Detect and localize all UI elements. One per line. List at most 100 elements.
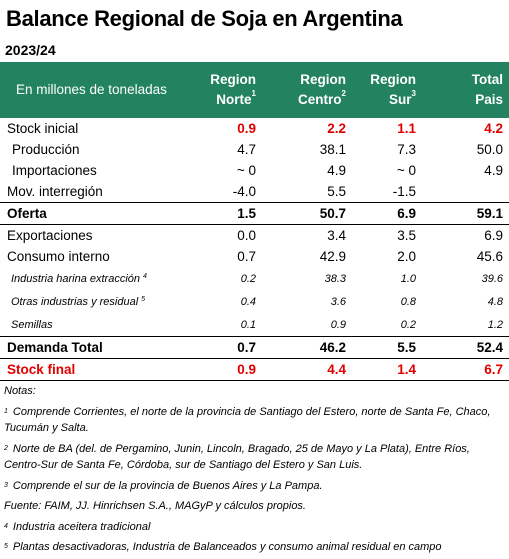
value-cell: 1.5 bbox=[190, 202, 262, 225]
note-number: 2 bbox=[4, 444, 8, 452]
table-row: Importaciones ~ 0 4.9 ~ 0 4.9 bbox=[0, 160, 509, 181]
header-line: Region bbox=[370, 72, 416, 87]
row-label-text: Consumo interno bbox=[7, 249, 110, 264]
value-cell: 6.9 bbox=[484, 228, 503, 243]
row-label: Otras industrias y residual 5 bbox=[0, 290, 190, 313]
row-label: Importaciones bbox=[0, 160, 190, 181]
notes: Notas: 1 Comprende Corrientes, el norte de… bbox=[0, 381, 509, 556]
note-text: Norte de BA (del. de Pergamino, Junin, L… bbox=[4, 442, 470, 472]
value-cell: ~ 0 bbox=[236, 163, 256, 178]
table-row: Stock final 0.9 4.4 1.4 6.7 bbox=[0, 358, 509, 381]
value-cell: 0.9 bbox=[190, 358, 262, 381]
row-label-text: Oferta bbox=[7, 206, 47, 221]
value-cell: 6.9 bbox=[352, 202, 422, 225]
value-cell: 38.1 bbox=[319, 142, 346, 157]
footnote-ref: 1 bbox=[251, 89, 256, 98]
row-label-text: Importaciones bbox=[12, 163, 97, 178]
note-text: Fuente: FAIM, JJ. Hinrichsen S.A., MAGyP… bbox=[4, 500, 306, 512]
value-cell: 52.4 bbox=[422, 336, 509, 359]
subtitle: 2023/24 bbox=[5, 42, 56, 58]
value-cell: 0.7 bbox=[237, 249, 256, 264]
value-cell: 4.9 bbox=[327, 163, 346, 178]
value-cell: 50.7 bbox=[262, 202, 352, 225]
note-number: 5 bbox=[4, 543, 8, 550]
column-header: Region Sur3 bbox=[352, 62, 422, 118]
row-label: Stock final bbox=[0, 358, 190, 381]
table-row: Oferta 1.5 50.7 6.9 59.1 bbox=[0, 202, 509, 225]
note: 1 Comprende Corrientes, el norte de la pr… bbox=[4, 404, 494, 437]
row-label-text: Semillas bbox=[11, 318, 53, 331]
value-cell: 1.4 bbox=[352, 358, 422, 381]
value-cell: 3.4 bbox=[327, 228, 346, 243]
note: 5 Plantas desactivadoras, Industria de Ba… bbox=[4, 539, 494, 556]
value-cell: 3.5 bbox=[397, 228, 416, 243]
title: Balance Regional de Soja en Argentina bbox=[6, 6, 403, 31]
footnote-ref: 3 bbox=[411, 89, 416, 98]
table-row: Consumo interno 0.7 42.9 2.0 45.6 bbox=[0, 246, 509, 267]
value-cell: 5.5 bbox=[327, 184, 346, 199]
row-label-text: Mov. interregión bbox=[7, 184, 103, 199]
row-label-text: Stock inicial bbox=[7, 121, 79, 136]
value-cell: 39.6 bbox=[481, 272, 503, 285]
value-cell: 4.4 bbox=[262, 358, 352, 381]
value-cell: 0.7 bbox=[190, 336, 262, 359]
note-number: 4 bbox=[4, 522, 8, 530]
note: Fuente: FAIM, JJ. Hinrichsen S.A., MAGyP… bbox=[4, 498, 494, 515]
value-cell: 0.2 bbox=[240, 272, 256, 285]
header-row: En millones de toneladas Region Norte1 Regi… bbox=[0, 62, 509, 118]
value-cell: 0.9 bbox=[237, 121, 256, 136]
header-line: Norte bbox=[216, 92, 252, 107]
row-label-text: Producción bbox=[12, 142, 80, 157]
note-text: Comprende Corrientes, el norte de la pro… bbox=[4, 405, 491, 435]
value-cell: 2.2 bbox=[327, 121, 346, 136]
row-label: Producción bbox=[0, 139, 190, 160]
table-row: Otras industrias y residual 5 0.4 3.6 0.8 4.8 bbox=[0, 290, 509, 313]
value-cell: 45.6 bbox=[476, 249, 503, 264]
row-label: Exportaciones bbox=[0, 225, 190, 247]
row-label: Stock inicial bbox=[0, 118, 190, 139]
header-line: Region bbox=[210, 72, 256, 87]
value-cell: 7.3 bbox=[397, 142, 416, 157]
value-cell: 4.2 bbox=[484, 121, 503, 136]
header-line: Centro bbox=[298, 92, 342, 107]
value-cell: 0.9 bbox=[330, 318, 346, 331]
note: 4 Industria aceitera tradicional bbox=[4, 519, 494, 536]
value-cell: 0.8 bbox=[400, 295, 416, 308]
value-cell: 1.2 bbox=[487, 318, 503, 331]
row-label: Oferta bbox=[0, 202, 190, 225]
note: 2 Norte de BA (del. de Pergamino, Junin, … bbox=[4, 441, 494, 474]
table-row: Producción 4.7 38.1 7.3 50.0 bbox=[0, 139, 509, 160]
table-row: Exportaciones 0.0 3.4 3.5 6.9 bbox=[0, 225, 509, 247]
value-cell: 0.1 bbox=[240, 318, 256, 331]
row-label-text: Otras industrias y residual bbox=[11, 295, 139, 308]
note: 3 Comprende el sur de la provincia de Bue… bbox=[4, 478, 494, 495]
value-cell: 4.8 bbox=[487, 295, 503, 308]
row-label: Mov. interregión bbox=[0, 181, 190, 203]
value-cell: -4.0 bbox=[232, 184, 256, 199]
footnote-ref: 4 bbox=[143, 272, 147, 280]
table-row: Mov. interregión -4.0 5.5 -1.5 bbox=[0, 181, 509, 203]
value-cell: 2.0 bbox=[397, 249, 416, 264]
value-cell: 1.1 bbox=[397, 121, 416, 136]
value-cell: 0.0 bbox=[237, 228, 256, 243]
footnote-ref: 5 bbox=[141, 295, 146, 303]
row-label-text: Demanda Total bbox=[7, 340, 103, 355]
value-cell: 38.3 bbox=[324, 272, 346, 285]
column-header: Total Pais bbox=[422, 62, 509, 118]
value-cell: -1.5 bbox=[392, 184, 416, 199]
note-text: Industria aceitera tradicional bbox=[12, 520, 151, 533]
column-header: Region Centro2 bbox=[262, 62, 352, 118]
empty-cell bbox=[422, 181, 509, 203]
value-cell: 42.9 bbox=[319, 249, 346, 264]
value-cell: 50.0 bbox=[476, 142, 503, 157]
header-line: Region bbox=[300, 72, 346, 87]
note-text: Comprende el sur de la provincia de Buen… bbox=[12, 479, 323, 492]
column-header: En millones de toneladas bbox=[0, 62, 190, 118]
note-text: Plantas desactivadoras, Industria de Bal… bbox=[12, 541, 442, 553]
table-row: Industria harina extracción 4 0.2 38.3 1.0 39… bbox=[0, 267, 509, 290]
header-line: Total bbox=[471, 72, 503, 87]
header-line: Pais bbox=[475, 92, 503, 107]
value-cell: ~ 0 bbox=[396, 163, 416, 178]
table-row: Semillas 0.1 0.9 0.2 1.2 bbox=[0, 313, 509, 337]
